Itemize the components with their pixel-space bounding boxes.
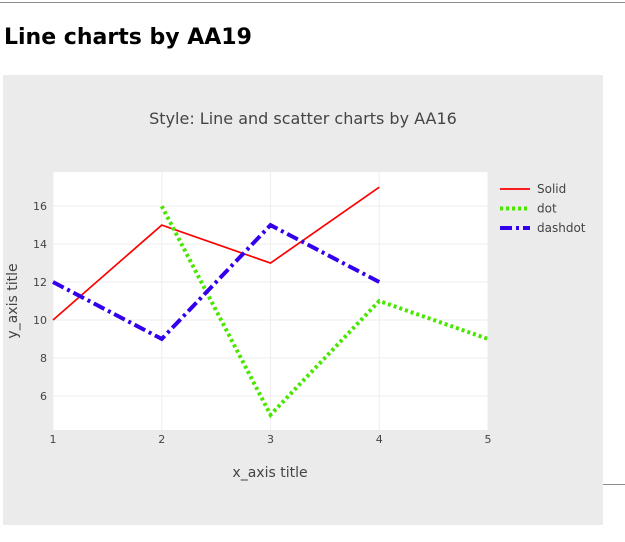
x-axis-title: x_axis title xyxy=(232,465,307,481)
y-tick-label: 8 xyxy=(40,352,47,365)
y-tick-label: 10 xyxy=(33,314,47,327)
chart-title: Style: Line and scatter charts by AA16 xyxy=(149,109,457,128)
x-tick-label: 1 xyxy=(50,433,57,446)
legend-item-dashdot[interactable]: dashdot xyxy=(500,221,586,235)
side-divider xyxy=(603,484,625,485)
page-heading: Line charts by AA19 xyxy=(4,25,252,50)
series-line-solid xyxy=(52,186,380,321)
y-axis-title: y_axis title xyxy=(5,263,21,338)
y-tick-label: 14 xyxy=(33,238,47,251)
x-tick-label: 4 xyxy=(376,433,383,446)
series-layer xyxy=(52,186,489,419)
y-tick-label: 16 xyxy=(33,200,47,213)
legend-label: dashdot xyxy=(537,221,586,235)
grid-lines xyxy=(52,172,489,430)
legend-label: Solid xyxy=(537,182,566,196)
y-tick-label: 12 xyxy=(33,276,47,289)
legend-item-dot[interactable]: dot xyxy=(500,202,557,216)
x-tick-label: 2 xyxy=(158,433,165,446)
top-divider xyxy=(0,2,625,3)
legend[interactable]: Solid dot dashdot xyxy=(500,182,586,235)
x-tick-label: 5 xyxy=(485,433,492,446)
series-line-dot xyxy=(159,205,489,419)
y-tick-label: 6 xyxy=(40,390,47,403)
x-tick-label: 3 xyxy=(267,433,274,446)
series-line-dashdot xyxy=(52,222,381,342)
legend-label: dot xyxy=(537,202,557,216)
legend-item-solid[interactable]: Solid xyxy=(500,182,566,196)
